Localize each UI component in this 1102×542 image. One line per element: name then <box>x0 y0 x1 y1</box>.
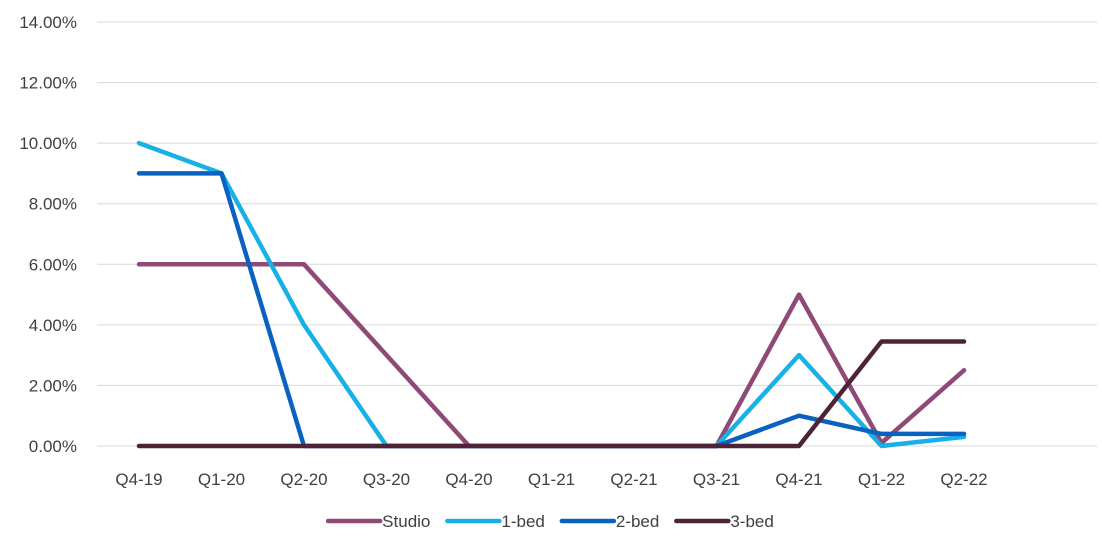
legend-label: Studio <box>382 512 430 531</box>
x-tick-label: Q4-19 <box>115 470 162 489</box>
x-tick-label: Q4-21 <box>775 470 822 489</box>
legend-item-1-bed: 1-bed <box>445 512 545 531</box>
y-tick-label: 10.00% <box>19 134 77 153</box>
x-tick-label: Q2-20 <box>280 470 327 489</box>
y-tick-label: 2.00% <box>29 376 77 395</box>
x-tick-label: Q1-22 <box>858 470 905 489</box>
y-tick-label: 14.00% <box>19 13 77 32</box>
legend-item-2-bed: 2-bed <box>559 512 659 531</box>
x-tick-label: Q2-21 <box>610 470 657 489</box>
legend: Studio 1-bed 2-bed 3-bed <box>325 512 774 531</box>
x-tick-label: Q2-22 <box>940 470 987 489</box>
y-tick-label: 6.00% <box>29 255 77 274</box>
legend-label: 2-bed <box>616 512 659 531</box>
x-tick-label: Q3-20 <box>363 470 410 489</box>
legend-item-3-bed: 3-bed <box>674 512 774 531</box>
x-tick-label: Q3-21 <box>693 470 740 489</box>
series-lines <box>136 140 967 449</box>
x-tick-label: Q1-21 <box>528 470 575 489</box>
series-line-1-bed <box>136 140 967 449</box>
series-line-studio <box>136 262 967 449</box>
legend-label: 3-bed <box>730 512 773 531</box>
y-tick-label: 12.00% <box>19 74 77 93</box>
legend-label: 1-bed <box>501 512 544 531</box>
x-tick-label: Q1-20 <box>198 470 245 489</box>
legend-item-studio: Studio <box>325 512 430 531</box>
x-axis-ticks: Q4-19 Q1-20 Q2-20 Q3-20 Q4-20 Q1-21 Q2-21 Q3-21… <box>115 470 987 489</box>
series-line-3-bed <box>136 339 967 449</box>
y-tick-label: 8.00% <box>29 195 77 214</box>
x-tick-label: Q4-20 <box>445 470 492 489</box>
y-tick-label: 4.00% <box>29 316 77 335</box>
y-tick-label: 0.00% <box>29 437 77 456</box>
series-line-2-bed <box>136 171 967 449</box>
y-axis-ticks: 0.00% 2.00% 4.00% 6.00% 8.00% 10.00% 12.00% 14.… <box>19 13 77 456</box>
